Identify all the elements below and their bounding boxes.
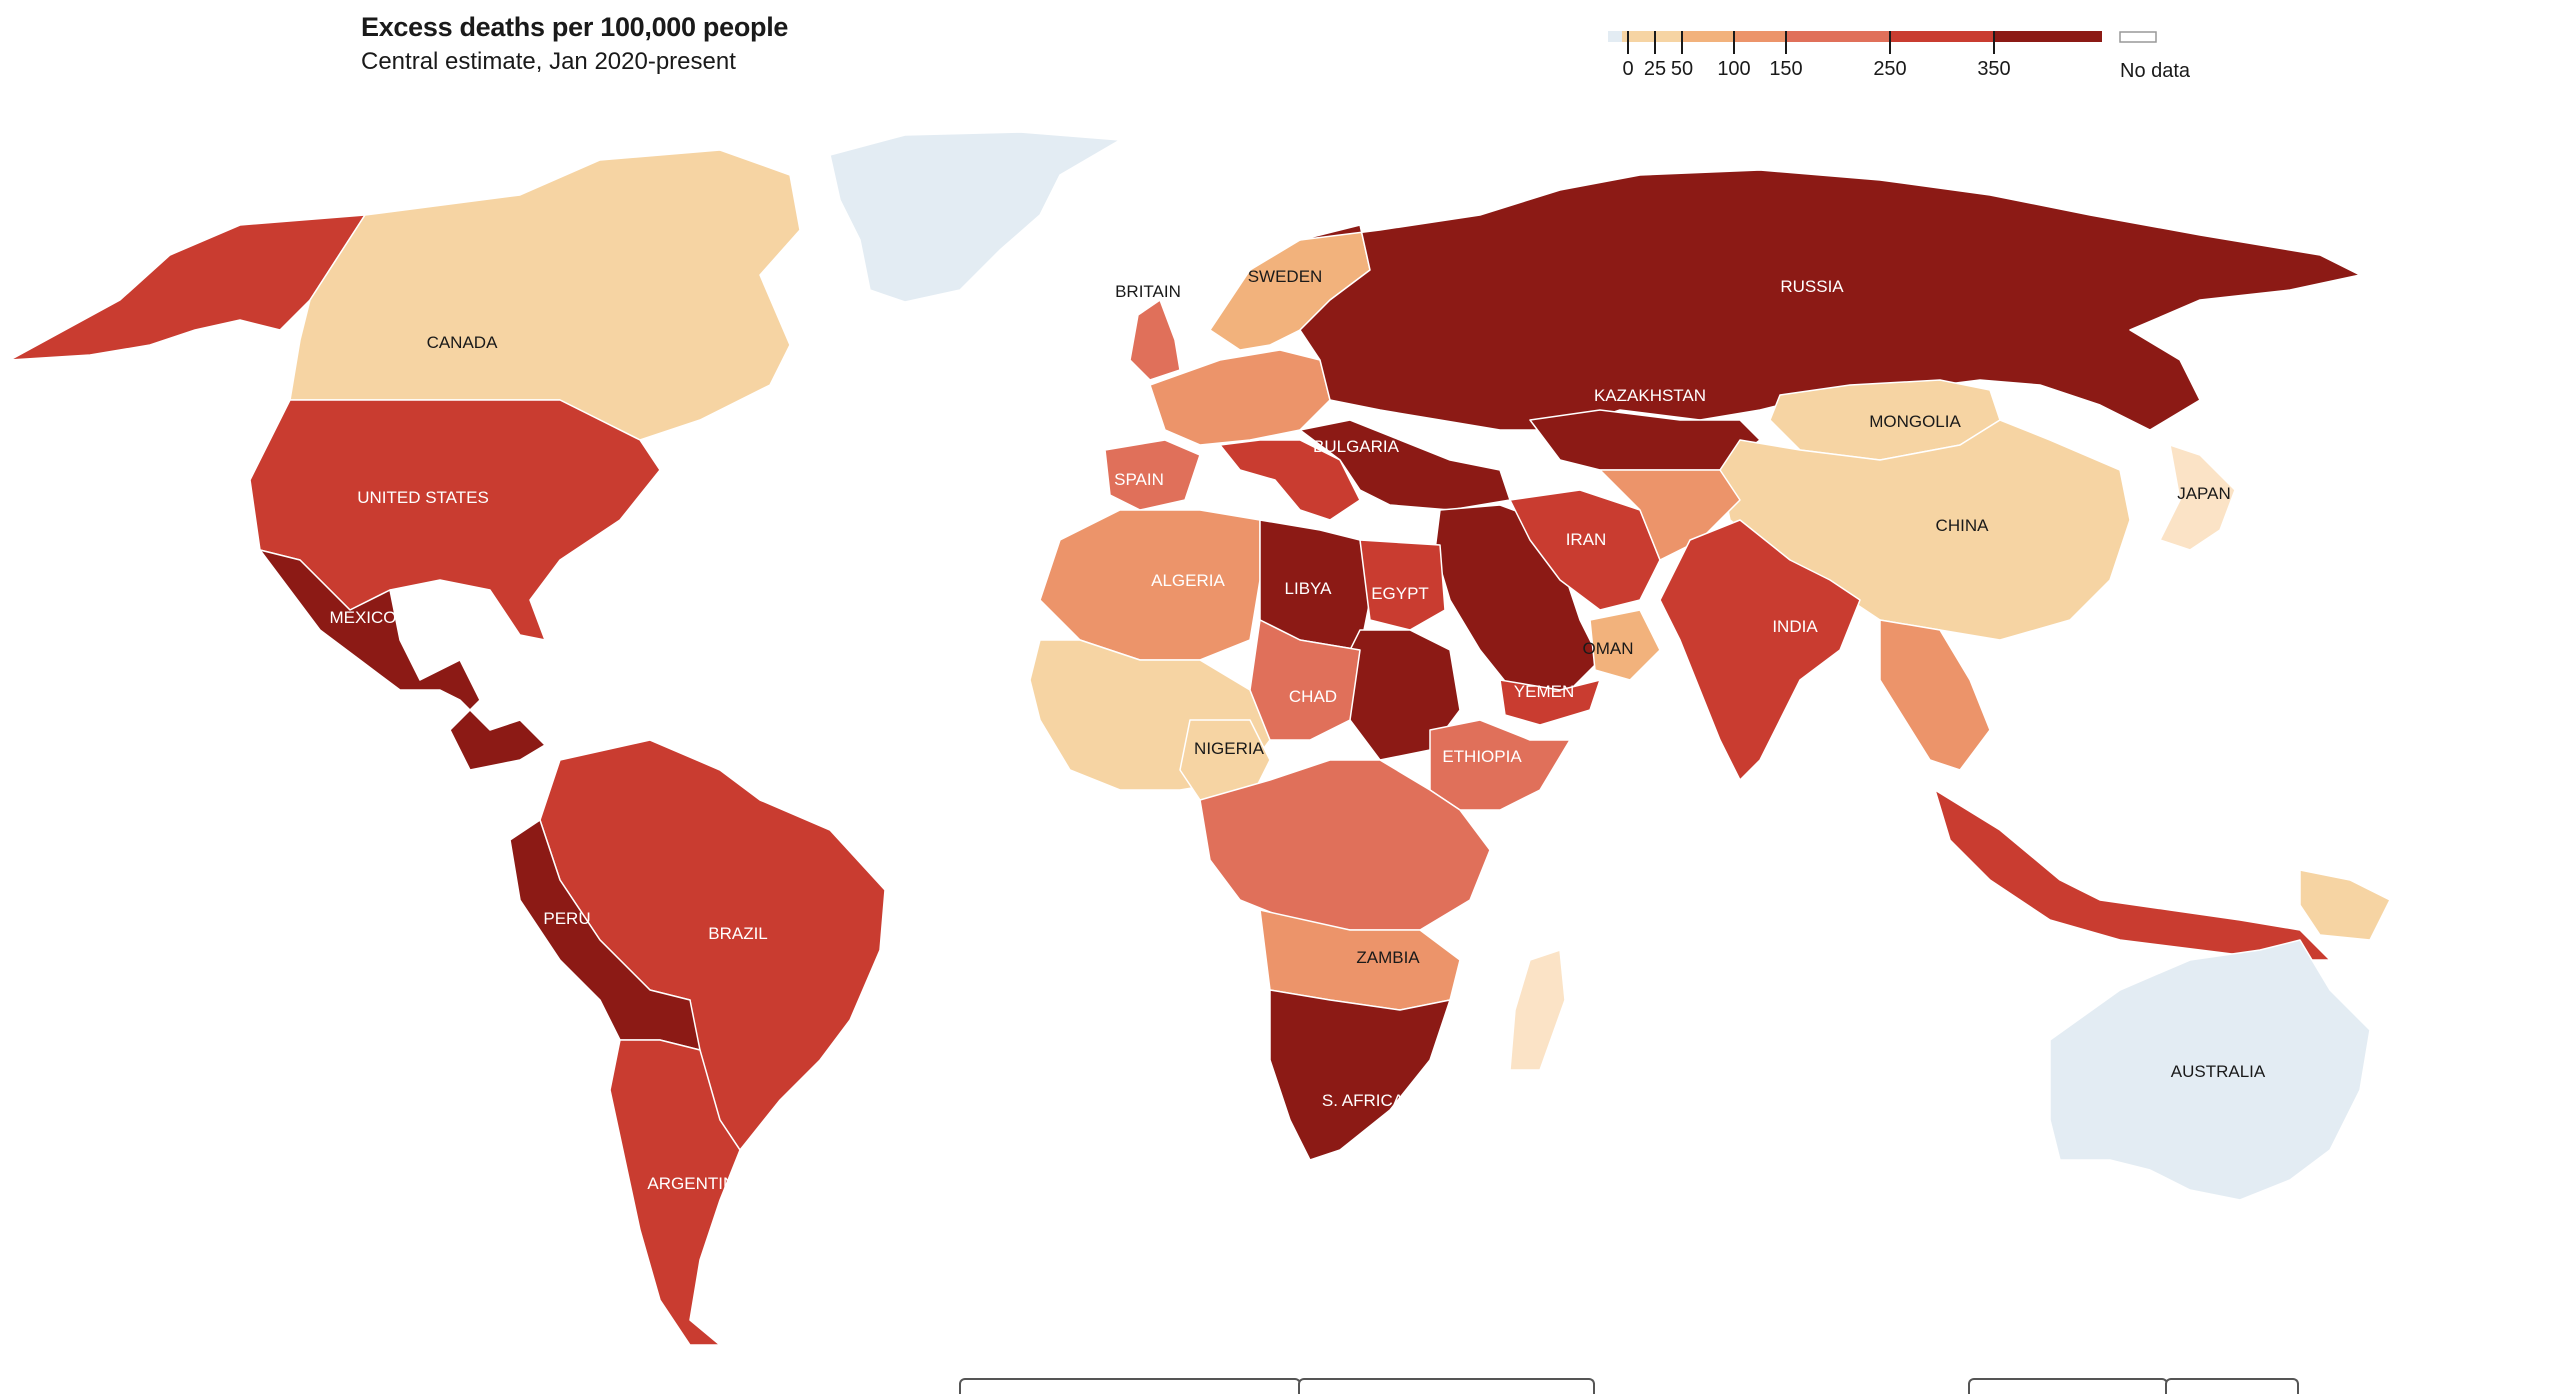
bottom-control-right-segment-1[interactable] — [1968, 1378, 2168, 1394]
label-zambia: ZAMBIA — [1356, 948, 1420, 967]
label-russia: RUSSIA — [1780, 277, 1844, 296]
central-asia-shape — [1599, 469, 1741, 561]
country-mexico-shape — [259, 549, 546, 771]
legend-swatch-150 — [1786, 31, 1890, 42]
label-sweden: SWEDEN — [1248, 267, 1323, 286]
country-iran-shape — [1509, 489, 1661, 611]
bottom-control-left-segment-1[interactable] — [959, 1378, 1301, 1394]
country-labels: CANADA UNITED STATES MEXICO PERU BRAZIL … — [329, 267, 2265, 1193]
legend-tick-25: 25 — [1644, 58, 1666, 80]
greenland-shape — [829, 131, 1121, 303]
country-south-africa-shape — [1269, 989, 1451, 1161]
country-egypt-shape — [1359, 539, 1446, 631]
country-yemen-shape — [1499, 679, 1601, 726]
legend-no-data-swatch — [2119, 31, 2157, 43]
alaska-shape — [9, 214, 366, 361]
legend-tick-100: 100 — [1717, 58, 1750, 80]
label-japan: JAPAN — [2177, 484, 2231, 503]
label-canada: CANADA — [427, 333, 499, 352]
legend-swatch-50 — [1682, 31, 1734, 42]
label-yemen: YEMEN — [1514, 682, 1574, 701]
label-kazakhstan: KAZAKHSTAN — [1594, 386, 1706, 405]
label-chad: CHAD — [1289, 687, 1337, 706]
europe-south-shape — [1219, 439, 1361, 521]
legend-swatch-250 — [1890, 31, 1994, 42]
country-argentina-shape — [609, 1039, 741, 1346]
country-india-shape — [1659, 519, 1861, 781]
country-australia-shape — [2049, 939, 2371, 1201]
country-japan-shape — [2159, 444, 2236, 551]
legend-tick-150: 150 — [1769, 58, 1802, 80]
papua-shape — [2299, 869, 2391, 941]
label-peru: PERU — [543, 909, 590, 928]
madagascar-shape — [1509, 949, 1566, 1071]
map-title: Excess deaths per 100,000 people — [361, 12, 789, 42]
label-nigeria: NIGERIA — [1194, 739, 1265, 758]
label-argentina: ARGENTINA — [647, 1174, 747, 1193]
label-libya: LIBYA — [1285, 579, 1333, 598]
label-ethiopia: ETHIOPIA — [1442, 747, 1522, 766]
bottom-control-right-segment-2[interactable] — [2165, 1378, 2299, 1394]
legend-swatch-350 — [1994, 31, 2102, 42]
country-britain-shape — [1129, 299, 1181, 381]
label-china: CHINA — [1936, 516, 1990, 535]
legend-tick-50: 50 — [1671, 58, 1693, 80]
label-south-africa: S. AFRICA — [1322, 1091, 1405, 1110]
label-india: INDIA — [1772, 617, 1818, 636]
label-mongolia: MONGOLIA — [1869, 412, 1961, 431]
country-canada-shape — [289, 149, 801, 441]
legend-tick-0: 0 — [1622, 58, 1633, 80]
legend-swatch-25 — [1622, 31, 1682, 42]
label-algeria: ALGERIA — [1151, 571, 1225, 590]
label-brazil: BRAZIL — [708, 924, 768, 943]
label-iran: IRAN — [1566, 530, 1607, 549]
legend: 0 25 50 100 150 250 350 No data — [1608, 31, 2191, 82]
label-mexico: MEXICO — [329, 608, 396, 627]
legend-tick-250: 250 — [1873, 58, 1906, 80]
label-britain: BRITAIN — [1115, 282, 1181, 301]
legend-tick-350: 350 — [1977, 58, 2010, 80]
legend-no-data-label: No data — [2120, 60, 2191, 82]
country-algeria-shape — [1039, 509, 1261, 661]
map-subtitle: Central estimate, Jan 2020-present — [361, 48, 736, 75]
label-united-states: UNITED STATES — [357, 488, 489, 507]
bottom-control-left-segment-2[interactable] — [1298, 1378, 1595, 1394]
label-australia: AUSTRALIA — [2171, 1062, 2266, 1081]
label-bulgaria: BULGARIA — [1313, 437, 1400, 456]
central-africa-shape — [1199, 759, 1491, 931]
label-egypt: EGYPT — [1371, 584, 1429, 603]
country-russia-shape — [1299, 169, 2361, 431]
indonesia-shape — [1934, 789, 2331, 961]
country-chad-shape — [1249, 619, 1361, 741]
country-oman-shape — [1589, 609, 1661, 681]
europe-west-shape — [1149, 349, 1331, 446]
label-oman: OMAN — [1583, 639, 1634, 658]
southeast-asia-shape — [1879, 619, 1991, 771]
country-spain-shape — [1104, 439, 1201, 511]
legend-swatch-100 — [1734, 31, 1786, 42]
label-spain: SPAIN — [1114, 470, 1164, 489]
legend-swatch-0 — [1608, 31, 1622, 42]
